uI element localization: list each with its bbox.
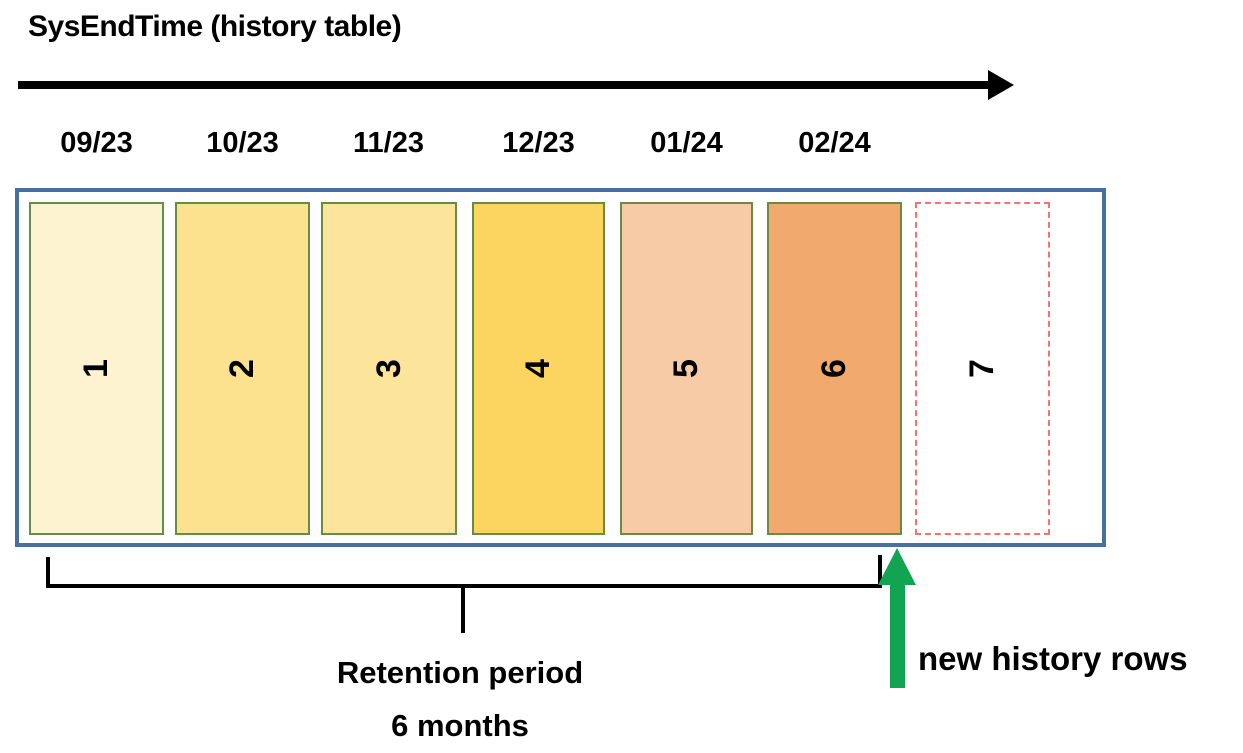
- retention-bracket-left-tick: [46, 557, 50, 588]
- partition-number-5: 5: [666, 359, 705, 378]
- timeline-arrow-line: [18, 81, 990, 89]
- diagram-title: SysEndTime (history table): [28, 10, 402, 43]
- partition-number-6: 6: [814, 359, 853, 378]
- partition-box-1: 1: [29, 202, 164, 535]
- new-history-rows-label: new history rows: [918, 640, 1188, 677]
- partition-box-7-future-dashed: 7: [915, 202, 1050, 535]
- month-label-2: 10/23: [206, 127, 279, 159]
- month-label-4: 12/23: [502, 127, 575, 159]
- retention-period-line2: 6 months: [391, 708, 529, 743]
- partition-number-1: 1: [76, 359, 115, 378]
- timeline-arrow-head-icon: [988, 70, 1014, 100]
- new-rows-arrow-head-icon: [878, 548, 916, 585]
- partition-box-3: 3: [321, 202, 457, 535]
- partition-number-7: 7: [962, 359, 1001, 378]
- month-label-5: 01/24: [650, 127, 723, 159]
- retention-period-label: Retention period 6 months: [270, 646, 650, 752]
- partition-box-4: 4: [472, 202, 605, 535]
- partition-number-2: 2: [222, 359, 261, 378]
- retention-period-line1: Retention period: [336, 655, 584, 690]
- month-label-3: 11/23: [353, 127, 424, 159]
- month-label-1: 09/23: [60, 127, 133, 159]
- retention-bracket-line: [46, 584, 882, 588]
- partition-number-4: 4: [518, 359, 557, 378]
- partition-box-5: 5: [620, 202, 753, 535]
- month-label-6: 02/24: [798, 127, 871, 159]
- partition-box-6: 6: [767, 202, 902, 535]
- new-rows-arrow-shaft: [890, 583, 905, 688]
- partition-number-3: 3: [369, 359, 408, 378]
- partition-box-2: 2: [175, 202, 310, 535]
- retention-bracket-center-tick: [461, 588, 465, 633]
